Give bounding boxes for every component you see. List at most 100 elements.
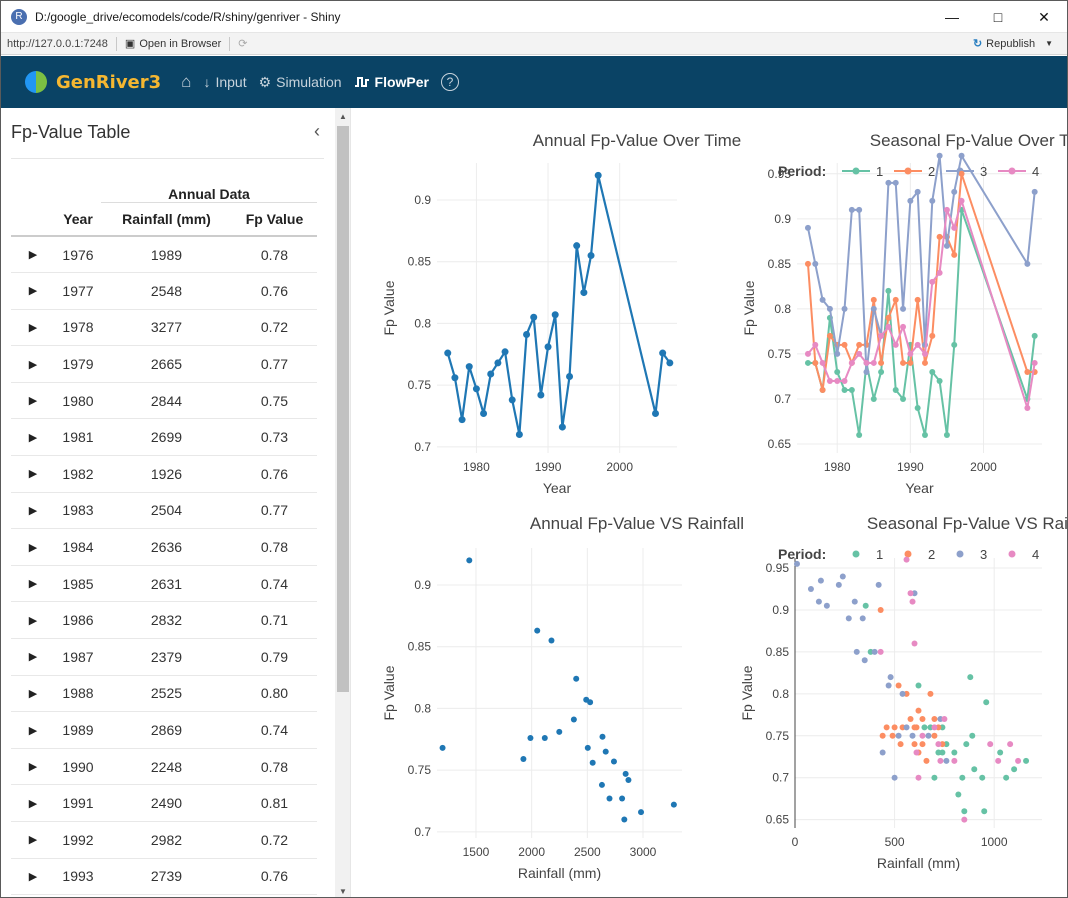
chart-seasonal_time-point [892,179,899,186]
expand-row-icon[interactable]: ▶ [11,821,55,859]
open-in-browser-button[interactable]: ▣ Open in Browser [125,37,221,51]
table-row[interactable]: ▶ 1992 2982 0.72 [11,821,317,859]
chart-seasonal_rain-point [961,816,968,823]
expand-row-icon[interactable]: ▶ [11,418,55,457]
table-row[interactable]: ▶ 1986 2832 0.71 [11,601,317,640]
expand-row-icon[interactable]: ▶ [11,455,55,493]
table-row[interactable]: ▶ 1993 2739 0.76 [11,858,317,896]
table-row[interactable]: ▶ 1984 2636 0.78 [11,528,317,566]
republish-button[interactable]: ↻ Republish ▼ [973,37,1053,51]
scroll-thumb[interactable] [337,126,349,692]
nav-flowper[interactable]: FlowPer [354,74,429,90]
cell-fp-value: 0.77 [231,345,317,383]
home-icon[interactable]: ⌂ [181,72,192,91]
scroll-down-arrow-icon[interactable]: ▼ [339,887,347,896]
table-row[interactable]: ▶ 1983 2504 0.77 [11,492,317,530]
chart-seasonal_rain-point [955,791,962,798]
empty-header-2 [55,174,101,202]
expand-row-icon[interactable]: ▶ [11,565,55,603]
chart-seasonal_time-point [870,395,877,402]
chart-annual_rain-point [587,699,594,706]
table-row[interactable]: ▶ 1978 3277 0.72 [11,309,317,347]
expand-row-icon[interactable]: ▶ [11,784,55,822]
chart-seasonal_time-point [885,179,892,186]
table-group-header-row: Annual Data [11,174,317,203]
expand-row-icon[interactable]: ▶ [11,272,55,310]
chart-seasonal_time-legend-label: 3 [980,164,987,179]
cell-rainfall: 2504 [101,492,232,530]
table-row[interactable]: ▶ 1981 2699 0.73 [11,418,317,457]
nav-simulation[interactable]: ⚙ Simulation [259,74,342,91]
refresh-icon[interactable]: ⟳ [238,38,248,50]
expand-row-icon[interactable]: ▶ [11,382,55,420]
chart-annual_rain-point [439,744,446,751]
chart-seasonal_rain-point [861,657,868,664]
table-row[interactable]: ▶ 1976 1989 0.78 [11,236,317,274]
cell-year: 1981 [55,418,101,457]
chart-annual_time-point [451,374,459,382]
expand-row-icon[interactable]: ▶ [11,601,55,640]
chart-seasonal_rain-point [995,757,1002,764]
expand-row-icon[interactable]: ▶ [11,492,55,530]
chart-seasonal_rain-point [911,741,918,748]
expand-row-icon[interactable]: ▶ [11,638,55,676]
chart-seasonal_time-xlabel: Year [905,480,934,496]
nav-input[interactable]: ↓ Input [203,74,246,90]
expand-row-icon[interactable]: ▶ [11,675,55,713]
url-text[interactable]: http://127.0.0.1:7248 [7,37,108,50]
table-row[interactable]: ▶ 1987 2379 0.79 [11,638,317,676]
table-row[interactable]: ▶ 1982 1926 0.76 [11,455,317,493]
sidebar: Fp-Value Table ‹ Annual Data Year Rainfa… [1,108,351,897]
chart-seasonal_rain-point [919,732,926,739]
chart-seasonal_time-point [1031,359,1038,366]
table-row[interactable]: ▶ 1988 2525 0.80 [11,675,317,713]
chart-annual_rain-xtick-label: 2000 [518,845,545,859]
chart-seasonal_rain-point [931,732,938,739]
chart-annual_time-point [573,242,581,250]
table-row[interactable]: ▶ 1985 2631 0.74 [11,565,317,603]
expand-row-icon[interactable]: ▶ [11,748,55,786]
expand-row-icon[interactable]: ▶ [11,711,55,749]
column-header-year[interactable]: Year [55,202,101,237]
column-header-fp-value[interactable]: Fp Value [231,202,317,237]
expand-row-icon[interactable]: ▶ [11,858,55,896]
cell-rainfall: 2982 [101,821,232,859]
expand-row-icon[interactable]: ▶ [11,345,55,383]
chart-annual_rain-xtick-label: 1500 [463,845,490,859]
chart-seasonal_rain-point [951,749,958,756]
minimize-button[interactable]: — [945,9,959,25]
table-row[interactable]: ▶ 1979 2665 0.77 [11,345,317,383]
column-header-rainfall[interactable]: Rainfall (mm) [101,202,232,237]
scroll-up-arrow-icon[interactable]: ▲ [339,112,347,121]
brand-name[interactable]: GenRiver3 [56,72,161,93]
chart-seasonal_rain-point [895,732,902,739]
chart-seasonal_time-point [1024,260,1031,267]
table-row[interactable]: ▶ 1977 2548 0.76 [11,272,317,310]
chart-annual_time-point [472,385,480,393]
table-row[interactable]: ▶ 1980 2844 0.75 [11,382,317,420]
expand-row-icon[interactable]: ▶ [11,309,55,347]
expand-row-icon[interactable]: ▶ [11,236,55,274]
collapse-sidebar-icon[interactable]: ‹ [314,121,320,141]
chart-seasonal_rain-point [939,749,946,756]
title-bar: R D:/google_drive/ecomodels/code/R/shiny… [1,1,1067,33]
nav-flowper-label: FlowPer [374,74,429,90]
chart-annual_rain-point [573,675,580,682]
table-row[interactable]: ▶ 1990 2248 0.78 [11,748,317,786]
chart-annual_time-ytick-label: 0.7 [414,440,431,454]
chart-seasonal_time-point [958,170,965,177]
chart-seasonal_time-point [914,188,921,195]
sidebar-scrollbar[interactable]: ▲ ▼ [335,108,350,897]
charts-panel: Annual Fp-Value Over Time 0.7 0.75 0.8 0.85 0… [352,108,1067,897]
fp-value-table: Annual Data Year Rainfall (mm) Fp Value … [11,174,317,896]
maximize-button[interactable]: □ [993,9,1003,25]
table-row[interactable]: ▶ 1989 2869 0.74 [11,711,317,749]
close-button[interactable]: ✕ [1038,8,1050,25]
chart-seasonal_time-xtick-label: 1990 [897,460,924,474]
help-icon[interactable]: ? [441,73,459,91]
cell-year: 1979 [55,345,101,383]
table-row[interactable]: ▶ 1991 2490 0.81 [11,784,317,822]
expand-row-icon[interactable]: ▶ [11,528,55,566]
cell-rainfall: 2699 [101,418,232,457]
chart-annual_rain-ytick-label: 0.7 [414,825,431,839]
